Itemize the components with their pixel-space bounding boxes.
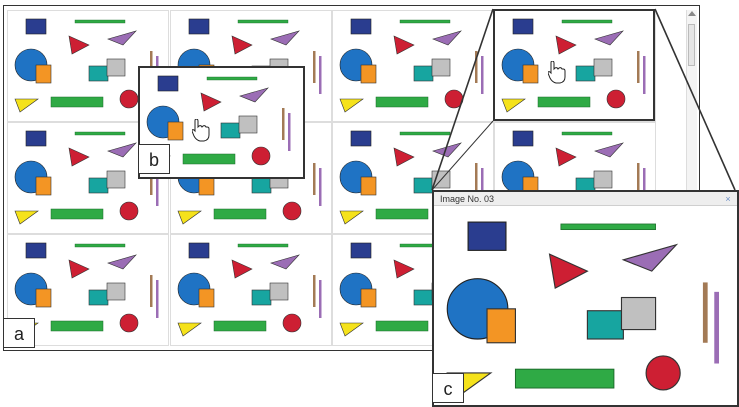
zoomed-image [434,207,737,405]
selected-thumbnail-highlight [493,9,655,121]
close-icon[interactable]: × [725,194,731,204]
thumbnail-3-2[interactable] [170,234,332,346]
scrollbar-thumb[interactable] [688,24,695,66]
window-titlebar: Image No. 03 [434,192,737,206]
thumbnail-1-3[interactable] [332,10,494,122]
thumbnail-3-1[interactable] [7,234,169,346]
scroll-up-arrow-icon[interactable] [688,11,696,16]
panel-label-c: c [432,373,464,403]
panel-label-a: a [3,318,35,348]
hover-cursor-icon [191,118,210,142]
zoomed-image-window: Image No. 03 × [432,190,739,407]
window-title: Image No. 03 [440,194,495,204]
panel-label-b: b [138,144,170,174]
